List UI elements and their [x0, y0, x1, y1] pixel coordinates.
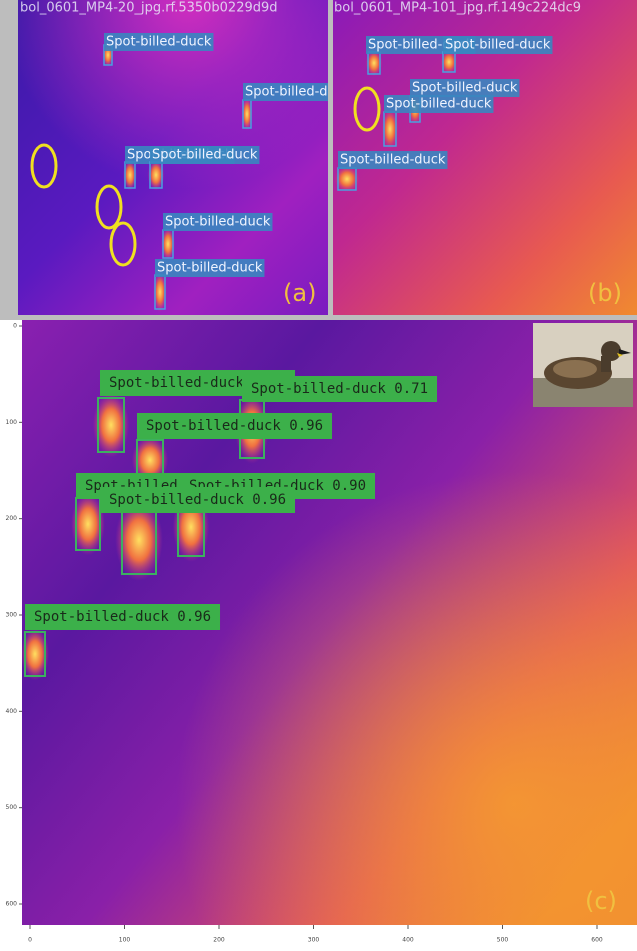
- detection-label: Spot-billed-duck: [386, 97, 492, 112]
- y-tick-label: 600: [6, 901, 18, 908]
- panel-label: (c): [585, 887, 617, 915]
- detection-label: Spot-billed-duck: [152, 148, 258, 163]
- panel-c: Spot-billed-duck 0.96 Spot-billed-duck 0.…: [21, 320, 637, 925]
- detection-label: Spot-billed-duck 0.96: [146, 418, 323, 434]
- x-tick-label: 100: [119, 937, 131, 944]
- detection-label: Spot-billed-duck 0.71: [251, 381, 428, 397]
- detection-label: Spot-billed-duck 0.96: [34, 609, 211, 625]
- panel-b: bol_0601_MP4-101_jpg.rf.149c224dc9 Spot-b…: [333, 0, 637, 315]
- image-filename: bol_0601_MP4-101_jpg.rf.149c224dc9: [334, 1, 581, 16]
- detection-label: Spot-billed-duck: [106, 35, 212, 50]
- detection-label: Spot-billed-duck: [165, 215, 271, 230]
- image-filename: bol_0601_MP4-20_jpg.rf.5350b0229d9d: [20, 1, 278, 16]
- detection-label: Spot-billed-duck: [340, 153, 446, 168]
- detection-label: Spot-billed-duck: [412, 81, 518, 96]
- detection-label: Spot-billed-duck: [445, 38, 551, 53]
- y-tick-label: 100: [6, 419, 18, 426]
- y-tick-label: 0: [13, 323, 17, 330]
- x-tick-label: 400: [402, 937, 414, 944]
- y-tick-label: 500: [6, 804, 18, 811]
- panel-label: (a): [283, 279, 316, 307]
- detection-label: Spot-billed-duck: [157, 261, 263, 276]
- x-tick-label: 500: [497, 937, 509, 944]
- y-tick-label: 200: [6, 515, 18, 522]
- detection-label: Spot-billed-duck 0.96: [109, 492, 286, 508]
- figure: bol_0601_MP4-20_jpg.rf.5350b0229d9d Spot-…: [0, 0, 637, 951]
- x-tick-label: 600: [591, 937, 603, 944]
- duck-photo: [533, 323, 633, 407]
- x-tick-label: 300: [308, 937, 320, 944]
- y-tick-label: 300: [6, 612, 18, 619]
- x-tick-label: 0: [28, 937, 32, 944]
- panel-label: (b): [588, 279, 622, 307]
- panel-a: bol_0601_MP4-20_jpg.rf.5350b0229d9d Spot-…: [18, 0, 352, 315]
- x-tick-label: 200: [213, 937, 225, 944]
- y-tick-label: 400: [6, 708, 18, 715]
